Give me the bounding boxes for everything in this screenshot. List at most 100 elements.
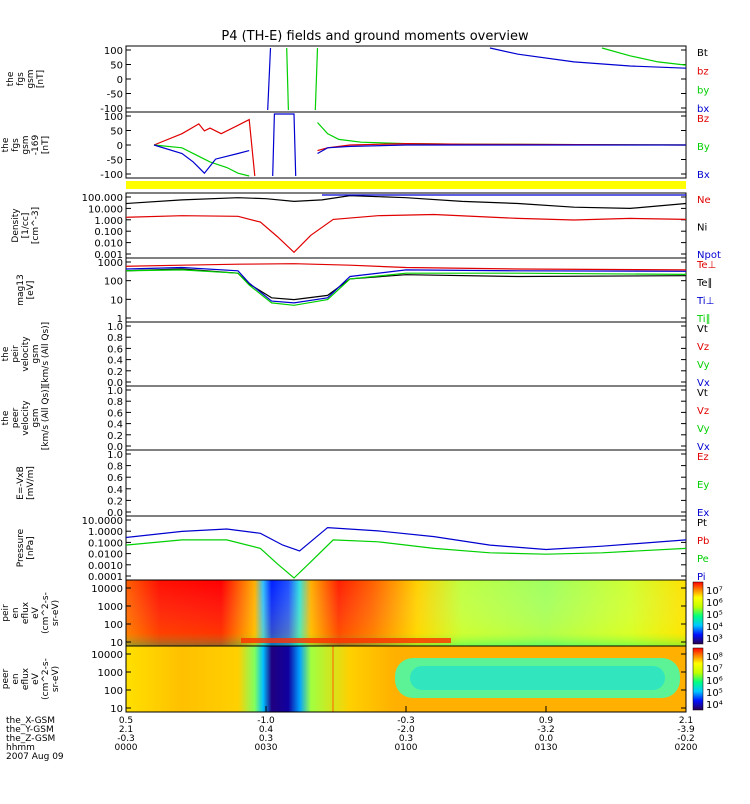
peer_spec-colorbar-label: 10⁷ [706,664,723,675]
peir_vel-ylabel: [km/s (All Qs)] [41,322,51,386]
density-series-black-0 [125,194,687,210]
fgs2-series-blue-6 [317,144,686,155]
peir_vel-ytick-label: 0.0 [107,378,123,389]
density-series-red-1 [125,213,687,254]
xaxis-value: 0100 [395,743,418,753]
efield-ylabel: [mV/m] [26,466,36,500]
density-ytick-label: 100.000 [82,193,123,204]
temp-legend-Ti∥: Ti∥ [696,314,711,325]
fgs2-ylabel: -169 [31,135,41,156]
temp-series-red-0 [125,263,687,271]
peir_spec-ylabel: en [11,607,21,618]
fgs2-series-blue-3 [272,113,297,177]
fgs2-ylabel: fgs [11,138,21,152]
fgs2-legend-Bx: Bx [697,170,710,181]
peir_spec-ytick-label: 1000 [98,602,123,613]
pressure-legend-Pb: Pb [697,536,709,547]
peer_spec-core-population-inner [410,666,665,690]
peer_vel-ytick-label: 0.2 [107,431,123,442]
xaxis-value: -0.3 [397,716,415,726]
peer_vel-ytick-label: 0.8 [107,397,123,408]
peir_spec-spectrogram-shade [126,580,686,646]
peer_spec-ylabel: sr-eV) [51,666,61,692]
fgs2-ylabel: gsm [21,135,31,154]
efield-legend-Ey: Ey [697,480,709,491]
peir_spec-low-energy-band [241,638,451,643]
xaxis-value: 0.9 [539,716,554,726]
fgs2-legend-Bz: Bz [697,114,709,125]
density-legend-Ni: Ni [697,223,707,234]
fgs-series-blue-0 [489,47,687,69]
fgs-series-blue-2 [267,47,272,111]
xaxis-value: 0030 [255,743,278,753]
pressure-ytick-label: 1.0000 [88,527,123,538]
peer_vel-ytick-label: 0.0 [107,442,123,453]
fgs-frame [125,45,687,113]
temp-legend-Ti⊥: Ti⊥ [696,296,714,307]
peir_spec-ylabel: peir [1,604,11,622]
peer_spec-colorbar [692,647,704,711]
fgs-series-green-4 [314,47,319,111]
fgs-ytick-label: -50 [107,90,123,101]
density-ytick-label: 0.100 [94,227,123,238]
peir_spec-ytick-label: 10 [110,638,123,649]
pressure-ytick-label: 0.0010 [88,561,123,572]
xaxis-value: 0.0 [539,734,554,744]
xaxis-value: -3.2 [537,725,555,735]
peer_vel-ylabel: velocity [21,400,31,436]
xaxis-value: 2.1 [679,716,693,726]
pressure-ylabel: Pressure [16,528,26,567]
peer_spec-ylabel: (cm^2-s- [41,658,51,700]
fgs-legend-by: by [697,85,709,96]
peir_spec-ylabel: (cm^2-s- [41,592,51,634]
xaxis-value: -3.9 [677,725,695,735]
fgs-ytick-label: -100 [100,104,123,115]
peir_vel-ylabel: gsm [31,344,41,363]
fgs-legend-bx: bx [697,104,709,115]
peer_spec-ylabel: the [0,671,1,686]
peer_spec-ytick-label: 10 [110,704,123,715]
peer_vel-ytick-label: 0.4 [107,420,123,431]
xaxis-date: 2007 Aug 09 [6,752,64,762]
fgs-ytick-label: 100 [104,46,123,57]
pressure-ytick-label: 0.0001 [88,572,123,583]
peer_vel-ytick-label: 0.6 [107,408,123,419]
density-legend-Ne: Ne [697,195,711,206]
fgs2-series-green-1 [153,144,250,177]
fgs-series-green-3 [286,47,289,111]
peir_spec-colorbar-label: 10⁵ [706,610,723,621]
peer_spec-ylabel: peer [1,668,11,689]
peer_spec-ytick-label: 10000 [91,650,123,661]
peir_vel-frame [125,321,687,387]
peer_spec-ylabel: eflux [21,667,31,690]
fgs-ylabel: the [6,71,16,86]
peer_spec-ytick-label: 100 [104,686,123,697]
peir_spec-colorbar-label: 10⁶ [706,598,723,609]
fgs-legend-Bt: Bt [697,48,708,59]
temp-legend-Te⊥: Te⊥ [696,260,716,271]
efield-ytick-label: 0.2 [107,496,123,507]
xaxis-row-label-the_Y-GSM: the_Y-GSM [6,725,54,735]
fgs2-ylabel: [nT] [41,136,51,154]
peer_spec-colorbar-label: 10⁸ [706,652,723,663]
temp-series-blue-2 [125,266,687,304]
density-ytick-label: 10.000 [88,204,123,215]
fgs2-series-red-0 [153,118,256,177]
fgs2-series-green-4 [317,122,687,146]
peir_vel-ytick-label: 0.4 [107,356,123,367]
fgs-ytick-label: 50 [110,61,123,72]
temp-legend-Te∥: Te∥ [696,278,713,289]
peir_vel-legend-Vz: Vz [697,342,709,353]
peir_vel-ytick-label: 0.6 [107,344,123,355]
peir_vel-ylabel: velocity [21,336,31,372]
temp-ylabel: [eV] [26,281,36,300]
fgs-series-green-1 [601,47,687,66]
density-ytick-label: 0.010 [94,239,123,250]
peir_spec-ylabel: sr-eV) [51,600,61,626]
efield-ytick-label: 0.8 [107,462,123,473]
peer_vel-ylabel: the [1,410,11,425]
density-ylabel: [cm^-3] [31,207,41,244]
peer_spec-colorbar-label: 10⁶ [706,676,723,687]
fgs2-ytick-label: -50 [107,156,123,167]
efield-frame [125,449,687,517]
